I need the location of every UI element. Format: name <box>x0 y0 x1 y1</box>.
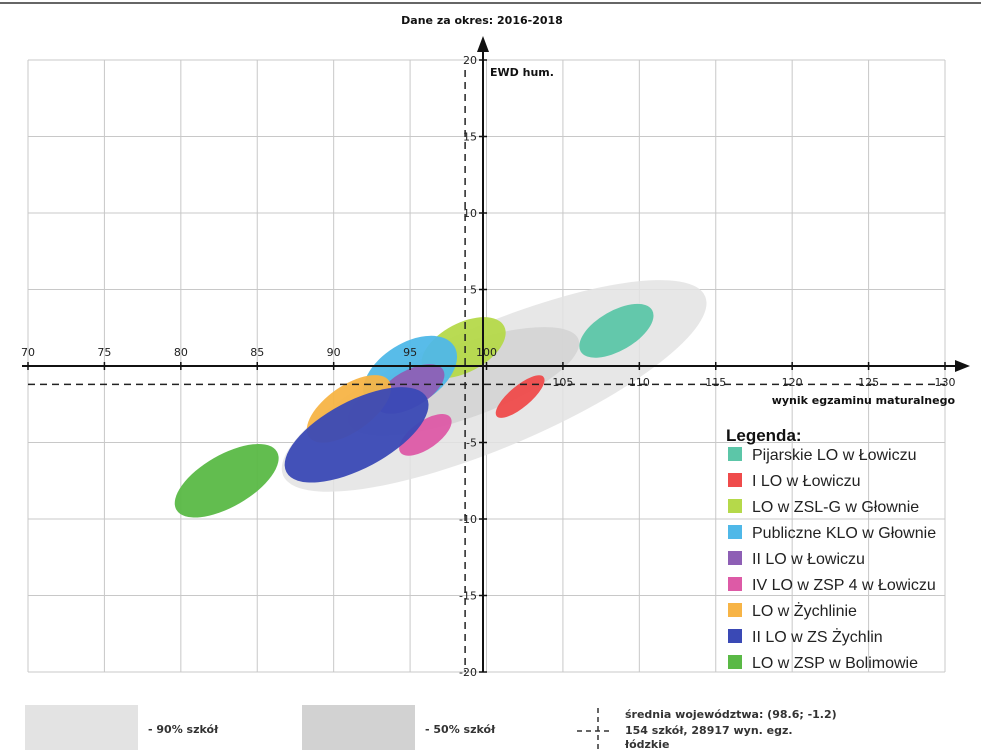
chart-axes <box>22 36 970 672</box>
legend-swatch <box>728 577 742 591</box>
y-tick-label: -10 <box>459 513 477 526</box>
y-axis-arrow-icon <box>477 36 489 52</box>
average-marker-icon <box>577 708 611 750</box>
x-tick-label: 120 <box>782 376 803 389</box>
legend-swatch <box>728 447 742 461</box>
legend: Legenda: Pijarskie LO w Łowiczu I LO w Ło… <box>726 426 936 672</box>
y-tick-label: 10 <box>463 207 477 220</box>
legend-swatch <box>728 499 742 513</box>
school-ellipse <box>495 375 545 418</box>
label-50-percent: - 50% szkół <box>425 723 496 736</box>
y-axis-label: EWD hum. <box>490 66 554 79</box>
x-tick-label: 95 <box>403 346 417 359</box>
average-line-2: 154 szkół, 28917 wyn. egz. <box>625 724 793 737</box>
y-tick-label: -20 <box>459 666 477 679</box>
average-line-3: łódzkie <box>624 738 669 750</box>
legend-label: Publiczne KLO w Głownie <box>752 525 936 542</box>
legend-items: Pijarskie LO w Łowiczu I LO w Łowiczu LO w… <box>728 447 936 672</box>
swatch-50-percent <box>302 705 415 750</box>
x-tick-label: 115 <box>705 376 726 389</box>
school-ellipse <box>579 303 654 358</box>
x-tick-label: 85 <box>250 346 264 359</box>
swatch-90-percent <box>25 705 138 750</box>
school-ellipse <box>399 414 452 456</box>
reference-regions <box>281 280 707 492</box>
average-line-1: średnia województwa: (98.6; -1.2) <box>625 708 837 721</box>
footer-key: - 90% szkół - 50% szkół średnia wojewódz… <box>25 705 837 750</box>
legend-label: II LO w ZS Żychlin <box>752 627 883 646</box>
x-tick-label: 75 <box>97 346 111 359</box>
legend-label: I LO w Łowiczu <box>752 473 860 490</box>
x-tick-label: 100 <box>476 346 497 359</box>
school-ellipse <box>284 387 429 483</box>
y-tick-label: 15 <box>463 131 477 144</box>
x-tick-label: 110 <box>629 376 650 389</box>
chart-title: Dane za okres: 2016-2018 <box>401 14 563 27</box>
x-tick-label: 125 <box>858 376 879 389</box>
legend-swatch <box>728 525 742 539</box>
legend-label: II LO w Łowiczu <box>752 551 865 568</box>
x-tick-label: 70 <box>21 346 35 359</box>
school-ellipse <box>174 443 279 518</box>
legend-label: LO w ZSP w Bolimowie <box>752 655 918 672</box>
legend-label: LO w Żychlinie <box>752 601 857 620</box>
x-axis-arrow-icon <box>955 360 970 372</box>
y-tick-label: 20 <box>463 54 477 67</box>
x-tick-label: 90 <box>327 346 341 359</box>
label-90-percent: - 90% szkół <box>148 723 219 736</box>
y-tick-label: -5 <box>466 437 477 450</box>
y-tick-label: -15 <box>459 590 477 603</box>
legend-swatch <box>728 655 742 669</box>
legend-swatch <box>728 603 742 617</box>
school-ellipses <box>174 303 654 518</box>
x-tick-label: 80 <box>174 346 188 359</box>
legend-label: LO w ZSL-G w Głownie <box>752 499 919 516</box>
x-axis-label: wynik egzaminu maturalnego <box>772 394 956 407</box>
legend-swatch <box>728 473 742 487</box>
legend-swatch <box>728 629 742 643</box>
legend-label: IV LO w ZSP 4 w Łowiczu <box>752 577 936 594</box>
legend-swatch <box>728 551 742 565</box>
legend-title: Legenda: <box>726 426 802 445</box>
y-tick-label: 5 <box>470 284 477 297</box>
x-tick-label: 130 <box>935 376 956 389</box>
legend-label: Pijarskie LO w Łowiczu <box>752 447 917 464</box>
x-tick-label: 105 <box>552 376 573 389</box>
